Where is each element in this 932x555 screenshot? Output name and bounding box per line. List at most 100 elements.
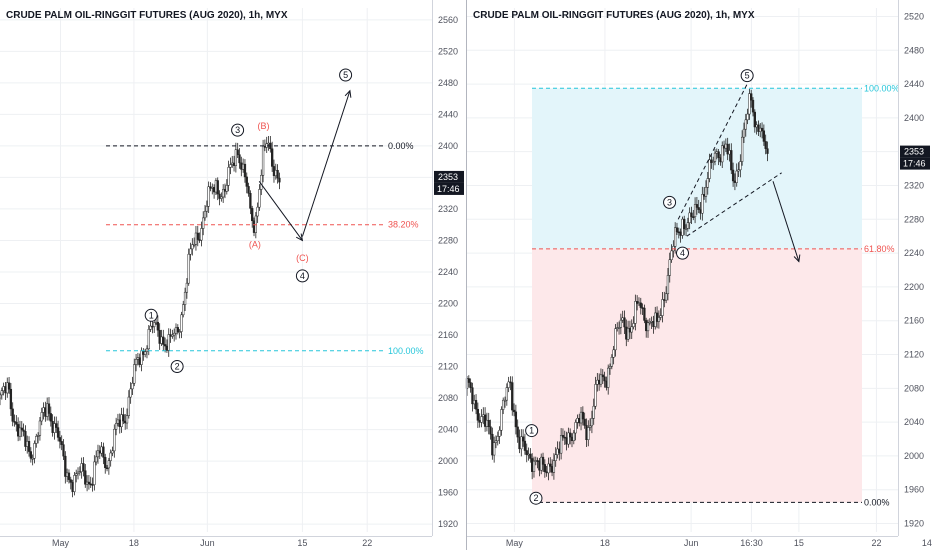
- candle-body: [231, 162, 234, 165]
- price-tick-label: 2160: [438, 330, 458, 340]
- candle-body: [46, 403, 49, 417]
- candle-body: [27, 441, 31, 452]
- candle: [104, 453, 107, 474]
- candle-body: [64, 455, 67, 477]
- candle: [583, 412, 586, 429]
- candle: [469, 378, 472, 393]
- candle-body: [53, 423, 56, 433]
- candle-body: [599, 374, 603, 385]
- candle-body: [487, 419, 490, 427]
- candle-body: [760, 127, 764, 132]
- candle-body: [538, 460, 541, 471]
- candle: [493, 436, 496, 463]
- candle: [505, 383, 508, 406]
- candle: [220, 192, 223, 202]
- candle-body: [202, 217, 205, 229]
- candle-body: [755, 124, 758, 128]
- candle: [194, 225, 198, 251]
- candle-body: [713, 152, 717, 162]
- candle: [27, 436, 31, 457]
- candle-body: [263, 145, 267, 148]
- candle-body: [648, 321, 651, 324]
- candle: [114, 417, 118, 436]
- candle: [7, 376, 11, 394]
- candle: [60, 435, 63, 451]
- candle-body: [610, 356, 613, 367]
- candle: [24, 425, 27, 451]
- price-tick-label: 2280: [904, 214, 924, 224]
- candle-body: [0, 394, 2, 399]
- candle-body: [153, 322, 156, 327]
- candle: [529, 448, 532, 463]
- time-tick-label: 15: [794, 538, 804, 548]
- candle-body: [603, 376, 606, 382]
- candle: [212, 184, 216, 199]
- candle-body: [509, 381, 512, 384]
- candle-body: [592, 405, 595, 419]
- candle: [93, 455, 96, 491]
- time-tick-label: 14:: [922, 538, 932, 548]
- candle-body: [212, 187, 216, 193]
- candle-body: [556, 448, 559, 456]
- candle: [516, 419, 519, 443]
- last-price-label: 2353: [438, 172, 458, 182]
- candle: [162, 329, 165, 351]
- candle-body: [111, 450, 114, 454]
- price-tick-label: 2400: [438, 141, 458, 151]
- candle: [100, 442, 103, 457]
- wave-label-circle: [663, 195, 677, 209]
- candle-body: [191, 244, 194, 250]
- candle: [686, 217, 689, 232]
- candle-body: [518, 436, 521, 450]
- candle: [276, 164, 279, 184]
- candle: [496, 431, 499, 446]
- candles: [0, 135, 281, 498]
- candle: [156, 315, 160, 337]
- candle: [191, 238, 194, 256]
- price-tick-label: 1960: [904, 485, 924, 495]
- candle: [46, 397, 49, 421]
- candle-body: [666, 275, 670, 295]
- candle-body: [491, 433, 494, 456]
- candle: [216, 177, 219, 201]
- candle-body: [636, 301, 639, 304]
- price-tick-label: 2320: [438, 204, 458, 214]
- candle-body: [684, 228, 688, 230]
- candle-body: [9, 388, 13, 410]
- candle-body: [33, 443, 36, 459]
- candle-body: [229, 164, 232, 168]
- candle: [607, 364, 610, 395]
- candle: [95, 450, 98, 466]
- candle-body: [205, 206, 208, 212]
- candle-body: [78, 471, 81, 473]
- candle-body: [637, 302, 641, 305]
- candle: [36, 432, 40, 444]
- candle-body: [719, 157, 722, 163]
- candle: [664, 286, 668, 304]
- wave-label: 3: [663, 195, 677, 209]
- candle: [751, 97, 755, 117]
- candle-body: [764, 141, 767, 149]
- candle-body: [203, 210, 207, 219]
- candle-body: [102, 446, 105, 458]
- candle: [657, 310, 661, 329]
- candle: [737, 162, 740, 177]
- candle: [569, 428, 572, 445]
- candle-body: [67, 472, 71, 480]
- candle-body: [552, 460, 556, 473]
- candle-body: [748, 93, 751, 115]
- candle: [118, 413, 121, 434]
- candle-body: [529, 453, 532, 459]
- candle-body: [241, 163, 245, 170]
- candle-body: [623, 317, 626, 328]
- candle-body: [541, 456, 545, 465]
- arrow-head: [344, 89, 352, 98]
- candle: [668, 252, 671, 283]
- candle: [82, 457, 85, 477]
- candle: [67, 469, 71, 484]
- candle-body: [160, 336, 163, 344]
- candle-body: [156, 321, 160, 331]
- time-tick-label: Jun: [200, 538, 215, 548]
- candle-body: [249, 193, 252, 209]
- candle-body: [619, 319, 623, 328]
